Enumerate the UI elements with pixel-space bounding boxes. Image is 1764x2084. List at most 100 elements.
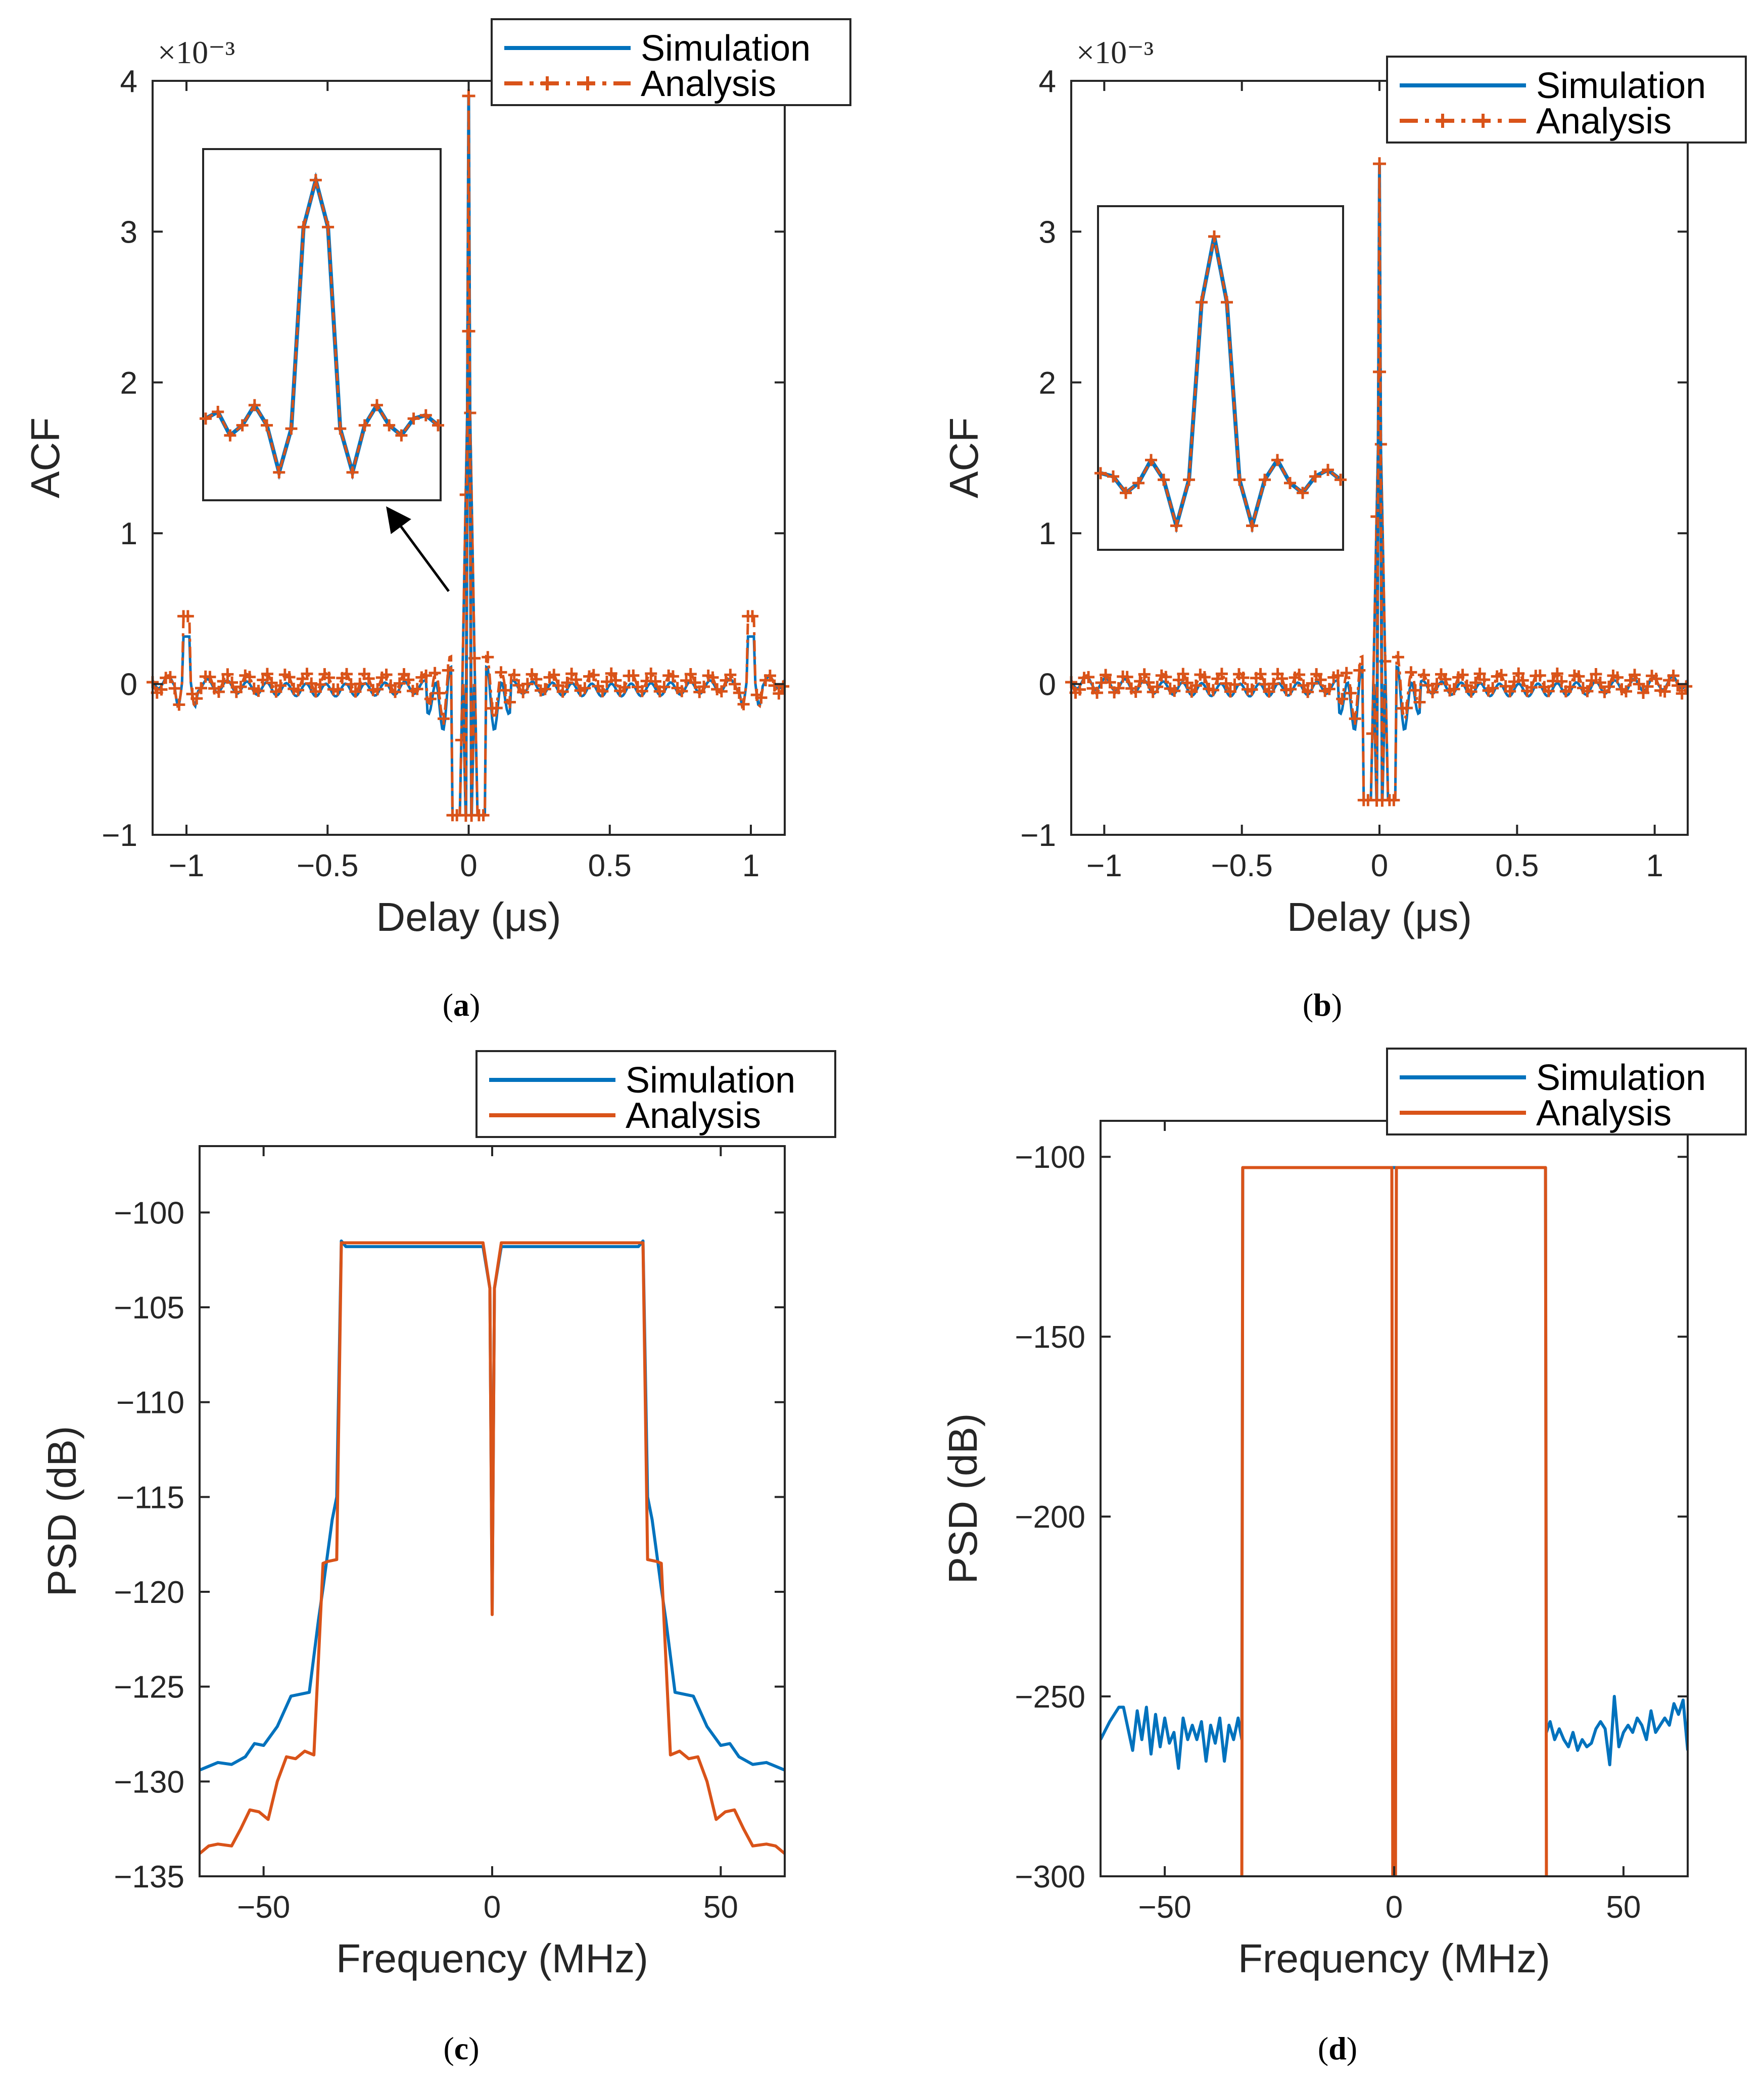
analysis-marker bbox=[385, 679, 397, 692]
inset-marker bbox=[200, 412, 212, 425]
y-tick-label: −110 bbox=[116, 1386, 184, 1420]
analysis-marker bbox=[1345, 687, 1357, 699]
analysis-marker bbox=[424, 693, 437, 705]
inset-marker bbox=[432, 419, 444, 432]
x-tick-label: 0.5 bbox=[588, 848, 632, 883]
y-axis-label: PSD (dB) bbox=[940, 1413, 985, 1584]
inset-marker bbox=[1284, 477, 1296, 489]
analysis-marker bbox=[1388, 794, 1400, 807]
analysis-marker bbox=[226, 676, 239, 689]
series-analysis bbox=[200, 1241, 785, 1855]
analysis-marker bbox=[724, 669, 737, 681]
analysis-marker bbox=[645, 668, 657, 680]
analysis-marker bbox=[261, 668, 273, 680]
analysis-marker bbox=[676, 685, 688, 697]
analysis-marker bbox=[1504, 685, 1516, 697]
inset-marker bbox=[370, 399, 383, 411]
x-tick-label: −50 bbox=[237, 1890, 290, 1925]
panel-label: (d) bbox=[1318, 2030, 1357, 2066]
inset-marker bbox=[1259, 473, 1271, 486]
analysis-marker bbox=[569, 673, 582, 686]
inset-marker bbox=[1271, 454, 1283, 466]
legend-simulation: Simulation bbox=[1536, 1058, 1706, 1098]
inset-marker bbox=[395, 429, 408, 442]
y-tick-label: −115 bbox=[116, 1480, 184, 1515]
legend-analysis: Analysis bbox=[641, 64, 776, 104]
analysis-marker bbox=[1276, 672, 1289, 685]
analysis-marker bbox=[1620, 685, 1632, 698]
analysis-marker bbox=[362, 672, 375, 685]
analysis-marker bbox=[737, 698, 750, 711]
inset-marker bbox=[297, 221, 310, 233]
panel-d: −50 0 50 −300 −250 −200 −150 −100 Frequency (MHz… bbox=[940, 1048, 1747, 2066]
inset-marker bbox=[1246, 519, 1258, 532]
x-axis-label: Frequency (MHz) bbox=[1238, 1936, 1550, 1981]
analysis-marker bbox=[1314, 674, 1327, 686]
inset-marker bbox=[1322, 463, 1334, 476]
y-tick-label: −130 bbox=[114, 1765, 184, 1799]
analysis-marker bbox=[1534, 669, 1546, 682]
analysis-marker bbox=[252, 685, 265, 697]
analysis-marker bbox=[1138, 668, 1151, 681]
x-tick-label: 50 bbox=[1606, 1890, 1641, 1925]
analysis-marker bbox=[314, 678, 326, 691]
analysis-marker bbox=[1422, 679, 1435, 692]
analysis-marker bbox=[1633, 678, 1645, 690]
x-axis-label: Delay (μs) bbox=[1287, 894, 1472, 939]
analysis-marker bbox=[1426, 686, 1439, 698]
y-tick-label: 1 bbox=[1039, 516, 1056, 551]
y-axis-label: ACF bbox=[941, 417, 986, 498]
inset-box bbox=[1097, 205, 1344, 551]
inset-marker bbox=[1107, 470, 1119, 483]
legend-marker bbox=[581, 76, 595, 90]
y-tick-label: −300 bbox=[1015, 1860, 1085, 1894]
inset-marker bbox=[236, 419, 249, 432]
y-tick-label: −100 bbox=[114, 1196, 184, 1230]
analysis-marker bbox=[1551, 668, 1563, 680]
panel-label: (c) bbox=[443, 2030, 479, 2066]
analysis-marker bbox=[658, 681, 671, 693]
inset-marker bbox=[1183, 473, 1195, 486]
series-simulation bbox=[1101, 1166, 1688, 1770]
y-axis-label: PSD (dB) bbox=[39, 1426, 84, 1597]
x-axis-label: Frequency (MHz) bbox=[336, 1936, 648, 1981]
inset-marker bbox=[407, 412, 420, 425]
x-tick-label: −0.5 bbox=[297, 848, 358, 883]
legend-simulation: Simulation bbox=[1536, 66, 1706, 106]
analysis-marker bbox=[512, 679, 525, 692]
analysis-marker bbox=[517, 686, 530, 698]
analysis-marker bbox=[1508, 676, 1520, 688]
analysis-marker bbox=[212, 685, 225, 698]
analysis-marker bbox=[1177, 668, 1189, 680]
analysis-marker bbox=[1594, 676, 1606, 689]
x-tick-label: −0.5 bbox=[1211, 848, 1272, 883]
inset-arrow bbox=[386, 506, 450, 592]
analysis-marker bbox=[1224, 685, 1236, 698]
x-axis-label: Delay (μs) bbox=[376, 894, 561, 939]
analysis-marker bbox=[548, 669, 560, 681]
panel-c: −50 0 50 −135 −130 −125 −120 −115 −110 −105 −100 Fr… bbox=[39, 1050, 836, 2066]
analysis-marker bbox=[539, 683, 551, 695]
analysis-marker bbox=[1246, 683, 1258, 696]
analysis-marker bbox=[1198, 671, 1211, 684]
analysis-marker bbox=[442, 664, 454, 677]
analysis-marker bbox=[1469, 677, 1482, 689]
analysis-marker bbox=[684, 668, 697, 680]
inset-series-analysis bbox=[205, 175, 439, 478]
analysis-marker bbox=[265, 677, 278, 689]
analysis-marker bbox=[746, 610, 758, 623]
peak-marker bbox=[1373, 157, 1386, 171]
analysis-marker bbox=[556, 685, 569, 698]
analysis-marker bbox=[777, 680, 790, 693]
analysis-marker bbox=[1392, 651, 1404, 664]
analysis-marker bbox=[764, 670, 776, 682]
analysis-marker bbox=[1091, 686, 1104, 699]
analysis-marker bbox=[221, 668, 234, 681]
analysis-marker bbox=[190, 692, 203, 705]
analysis-marker bbox=[1340, 667, 1353, 679]
analysis-marker bbox=[1512, 667, 1525, 680]
y-exponent-label: ×10⁻³ bbox=[158, 34, 235, 70]
inset-marker bbox=[248, 399, 261, 411]
analysis-marker bbox=[1456, 669, 1469, 681]
analysis-marker bbox=[773, 687, 785, 700]
